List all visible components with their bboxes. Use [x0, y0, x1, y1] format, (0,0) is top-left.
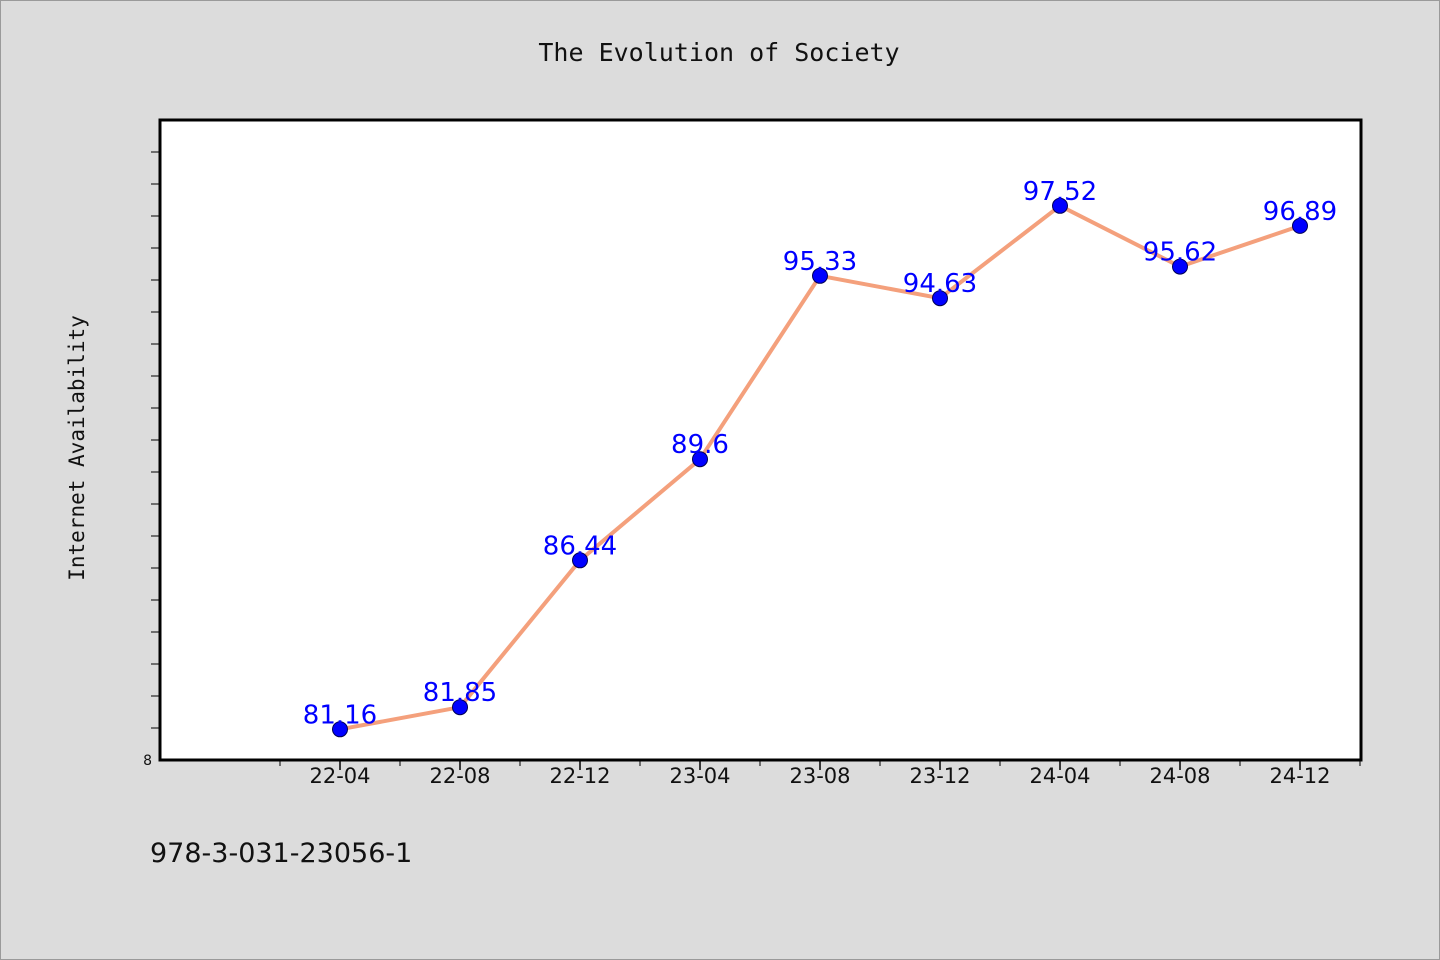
y-axis-label: Internet Availability	[65, 315, 89, 581]
data-label: 95.33	[783, 247, 857, 277]
data-label: 95.62	[1143, 238, 1217, 268]
plot-area	[158, 118, 1363, 762]
data-label: 96.89	[1263, 197, 1337, 227]
x-axis-ticks	[279, 760, 1361, 770]
x-tick-label: 23-12	[909, 764, 970, 788]
x-tick-label: 24-12	[1269, 764, 1330, 788]
data-point	[332, 721, 348, 738]
data-point	[692, 451, 708, 468]
x-tick-label: 22-04	[309, 764, 370, 788]
data-label: 89.6	[671, 430, 729, 460]
y-tick-label: 8	[143, 753, 152, 769]
series-points-group	[332, 197, 1308, 738]
data-labels-group: 81.16 81.85 86.44 89.6 95.33 94.63 97.52 95.62 9…	[303, 177, 1337, 730]
x-tick-label: 23-08	[789, 764, 850, 788]
isbn-footer: 978-3-031-23056-1	[150, 838, 412, 869]
data-point	[572, 552, 588, 569]
y-axis-ticks	[151, 151, 160, 729]
x-tick-label: 24-04	[1029, 764, 1090, 788]
data-point	[1292, 217, 1308, 234]
data-label: 86.44	[543, 531, 617, 561]
x-tick-label: 24-08	[1149, 764, 1210, 788]
x-tick-label: 22-12	[549, 764, 610, 788]
x-tick-label: 22-08	[429, 764, 490, 788]
data-point	[812, 267, 828, 284]
data-label: 81.85	[423, 678, 497, 708]
data-point	[452, 699, 468, 716]
chart-title: The Evolution of Society	[538, 38, 899, 67]
data-label: 97.52	[1023, 177, 1097, 207]
x-axis-tick-labels: 22-04 22-08 22-12 23-04 23-08 23-12 24-04 24-08…	[309, 764, 1330, 788]
data-point	[1052, 197, 1068, 214]
data-point	[932, 290, 948, 307]
data-label: 94.63	[903, 269, 977, 299]
data-label: 81.16	[303, 700, 377, 730]
x-tick-label: 23-04	[669, 764, 730, 788]
data-point	[1172, 258, 1188, 275]
